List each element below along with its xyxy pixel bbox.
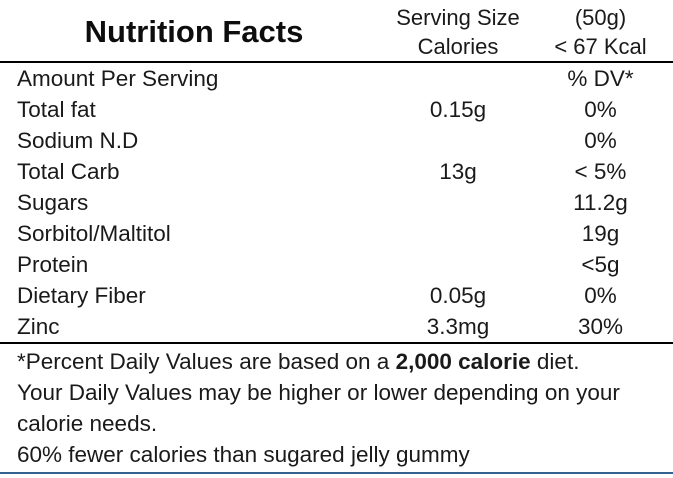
nutrient-name: Total fat <box>17 97 96 122</box>
nutrient-dv: 30% <box>577 314 624 339</box>
table-row: Amount Per Serving % DV* <box>0 63 673 94</box>
nutrient-name: Dietary Fiber <box>17 283 146 308</box>
bottom-border-rule <box>0 472 673 474</box>
nutrient-amount <box>388 249 528 280</box>
nutrient-name: Total Carb <box>17 159 120 184</box>
calories-label: Calories <box>417 33 499 59</box>
daily-values-note-continued: Your Daily Values may be higher or lower… <box>17 380 620 436</box>
nutrient-name: Amount Per Serving <box>17 66 219 91</box>
nutrient-dv: < 5% <box>574 159 627 184</box>
serving-size-value: (50g) <box>574 4 627 30</box>
nutrient-table: Amount Per Serving % DV* Total fat 0.15g… <box>0 63 673 342</box>
nutrient-amount <box>388 187 528 218</box>
nutrient-amount <box>388 218 528 249</box>
fewer-calories-claim: 60% fewer calories than sugared jelly gu… <box>17 442 470 467</box>
nutrient-name: Sodium N.D <box>17 128 139 153</box>
nutrient-dv: 19g <box>581 221 620 246</box>
nutrient-dv: 11.2g <box>573 190 628 215</box>
table-row: Total Carb 13g < 5% <box>0 156 673 187</box>
header-divider <box>0 61 673 63</box>
nutrient-name: Sorbitol/Maltitol <box>17 221 171 246</box>
serving-size-label: Serving Size <box>396 4 520 30</box>
nutrient-dv: <5g <box>581 252 620 277</box>
note-text: *Percent Daily Values are based on a <box>17 349 396 374</box>
nutrient-name: Protein <box>17 252 89 277</box>
nutrient-amount: 3.3mg <box>426 314 490 339</box>
nutrient-name: Zinc <box>17 314 60 339</box>
footnote: *Percent Daily Values are based on a 2,0… <box>0 344 673 470</box>
nutrient-dv: 0% <box>584 283 617 308</box>
nutrient-amount <box>388 63 528 94</box>
nutrient-amount: 0.15g <box>429 97 487 122</box>
table-row: Sorbitol/Maltitol 19g <box>0 218 673 249</box>
nutrient-dv: % DV* <box>567 66 634 91</box>
table-row: Sodium N.D 0% <box>0 125 673 156</box>
page-title: Nutrition Facts <box>84 13 304 49</box>
table-row: Total fat 0.15g 0% <box>0 94 673 125</box>
table-row: Protein <5g <box>0 249 673 280</box>
label-header: Nutrition Facts Serving Size Calories (5… <box>0 0 673 61</box>
table-row: Sugars 11.2g <box>0 187 673 218</box>
nutrient-dv: 0% <box>584 97 617 122</box>
nutrient-amount: 0.05g <box>429 283 487 308</box>
header-values-column: (50g) < 67 Kcal <box>528 3 673 61</box>
note-bold-text: 2,000 calorie <box>395 349 531 374</box>
nutrient-amount <box>388 125 528 156</box>
table-row: Zinc 3.3mg 30% <box>0 311 673 342</box>
daily-values-note: *Percent Daily Values are based on a 2,0… <box>17 346 659 377</box>
nutrient-dv: 0% <box>584 128 617 153</box>
table-footer-divider <box>0 342 673 344</box>
table-row: Dietary Fiber 0.05g 0% <box>0 280 673 311</box>
calories-value: < 67 Kcal <box>554 33 647 59</box>
nutrient-name: Sugars <box>17 190 89 215</box>
note-text: diet. <box>530 349 580 374</box>
nutrient-amount: 13g <box>439 159 477 184</box>
header-labels-column: Serving Size Calories <box>388 3 528 61</box>
